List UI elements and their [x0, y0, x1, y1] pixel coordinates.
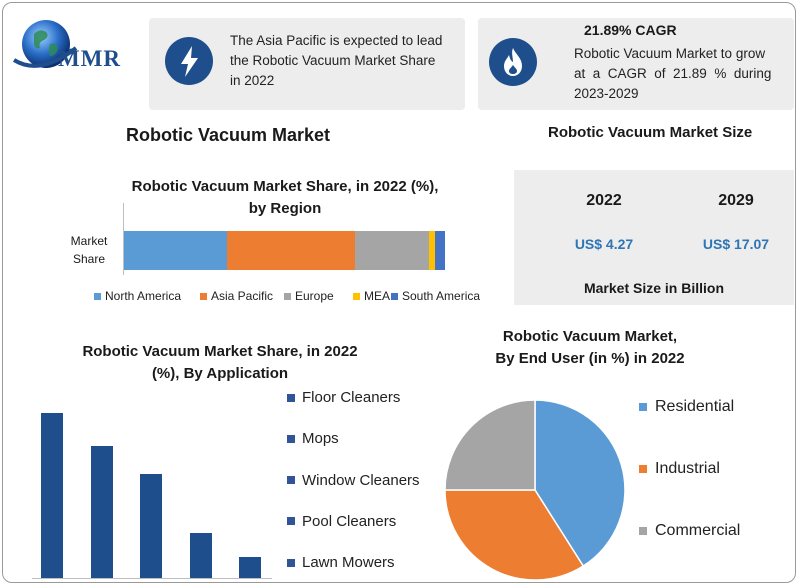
cagr-title: 21.89% CAGR: [584, 22, 677, 38]
highlight-box-cagr: 21.89% CAGR Robotic Vacuum Market to gro…: [478, 18, 794, 110]
application-legend-label: Floor Cleaners: [302, 389, 401, 406]
end-user-legend-label: Commercial: [655, 522, 741, 539]
application-axis-line: [32, 578, 272, 579]
globe-logo-icon: [12, 20, 78, 68]
application-legend-item: Mops: [287, 430, 339, 447]
legend-swatch: [284, 292, 291, 300]
end-user-legend-item: Commercial: [639, 522, 740, 540]
legend-swatch: [353, 292, 360, 300]
end-user-legend-label: Industrial: [655, 460, 720, 477]
legend-swatch: [639, 527, 647, 535]
region-chart-title: Robotic Vacuum Market Share, in 2022 (%)…: [100, 176, 470, 220]
market-size-footer: Market Size in Billion: [583, 280, 725, 296]
region-axis-line: [123, 203, 124, 275]
application-legend-item: Lawn Mowers: [287, 554, 395, 571]
year-label: 2029: [718, 192, 754, 209]
application-legend-item: Window Cleaners: [287, 472, 420, 489]
application-chart-title: Robotic Vacuum Market Share, in 2022 (%)…: [40, 341, 400, 385]
region-legend-item: MEA: [353, 289, 390, 303]
legend-swatch: [287, 434, 295, 443]
application-chart-title-line: Robotic Vacuum Market Share, in 2022: [82, 343, 358, 360]
region-legend-label: Asia Pacific: [211, 289, 274, 303]
flame-icon: [489, 38, 537, 86]
region-chart-title-line: Robotic Vacuum Market Share, in 2022 (%)…: [131, 178, 439, 195]
end-user-legend-label: Residential: [655, 398, 735, 415]
region-bar-segment-mea: [428, 231, 436, 270]
highlight-line: 2023-2029: [574, 86, 639, 101]
market-size-box: 2022 2029 US$ 4.27 US$ 17.07 Market Size…: [514, 170, 794, 305]
logo-text: MMR: [58, 46, 122, 71]
end-user-chart-title: Robotic Vacuum Market, By End User (in %…: [455, 326, 725, 370]
pie-slice-industrial: [444, 489, 585, 581]
highlight-line: The Asia Pacific is expected to lead: [230, 33, 443, 48]
region-legend-label: South America: [402, 289, 481, 303]
legend-swatch: [94, 292, 101, 300]
region-legend-item: Asia Pacific: [200, 289, 273, 303]
application-legend-label: Lawn Mowers: [302, 554, 395, 572]
lightning-icon: [165, 37, 213, 85]
region-legend-item: South America: [391, 289, 480, 303]
region-bar-segment-north-america: [124, 231, 227, 270]
market-size-title: Robotic Vacuum Market Size: [548, 124, 753, 141]
region-legend-label: Europe: [295, 289, 334, 303]
legend-swatch: [287, 517, 295, 526]
region-category-line: Share: [72, 252, 106, 266]
legend-swatch: [639, 403, 647, 411]
region-bar-segment-south-america: [435, 231, 445, 270]
end-user-legend-item: Residential: [639, 398, 734, 416]
end-user-chart-title-line: Robotic Vacuum Market,: [502, 328, 678, 345]
pie-slice-commercial: [444, 399, 536, 491]
legend-swatch: [287, 476, 295, 485]
legend-swatch: [287, 558, 295, 567]
region-category-line: Market: [70, 234, 108, 248]
region-bar-segment-europe: [355, 231, 429, 270]
legend-swatch: [391, 292, 398, 300]
legend-swatch: [287, 393, 295, 402]
application-legend-label: Window Cleaners: [302, 471, 420, 489]
application-legend-label: Pool Cleaners: [302, 512, 397, 530]
region-chart-title-line: by Region: [248, 200, 322, 217]
highlight-line: Robotic Vacuum Market to grow: [574, 46, 766, 61]
end-user-legend-item: Industrial: [639, 460, 720, 478]
region-category-label: Market Share: [58, 232, 120, 268]
region-legend: North America Asia Pacific Europe MEA South …: [94, 289, 494, 305]
application-chart-title-line: (%), By Application: [151, 365, 289, 382]
end-user-pie: [444, 399, 626, 581]
market-value: US$ 4.27: [574, 236, 634, 252]
region-legend-item: North America: [94, 289, 181, 303]
highlight-line: at a CAGR of 21.89 % during: [574, 66, 772, 81]
market-value: US$ 17.07: [702, 236, 770, 252]
application-legend-label: Mops: [302, 430, 339, 448]
page-title: Robotic Vacuum Market: [126, 125, 331, 145]
highlight-box-asia-pacific: The Asia Pacific is expected to lead the…: [149, 18, 465, 110]
highlight-line: the Robotic Vacuum Market Share: [230, 53, 436, 68]
end-user-chart-title-line: By End User (in %) in 2022: [495, 350, 685, 367]
year-label: 2022: [586, 192, 622, 209]
application-legend-item: Pool Cleaners: [287, 513, 396, 530]
legend-swatch: [200, 292, 207, 300]
region-legend-label: North America: [105, 289, 182, 303]
region-legend-item: Europe: [284, 289, 334, 303]
application-legend-item: Floor Cleaners: [287, 389, 400, 406]
highlight-line: in 2022: [230, 73, 275, 88]
region-bar-segment-asia-pacific: [226, 231, 356, 270]
region-legend-label: MEA: [364, 289, 391, 303]
region-stacked-bar: [124, 231, 445, 270]
legend-swatch: [639, 465, 647, 473]
